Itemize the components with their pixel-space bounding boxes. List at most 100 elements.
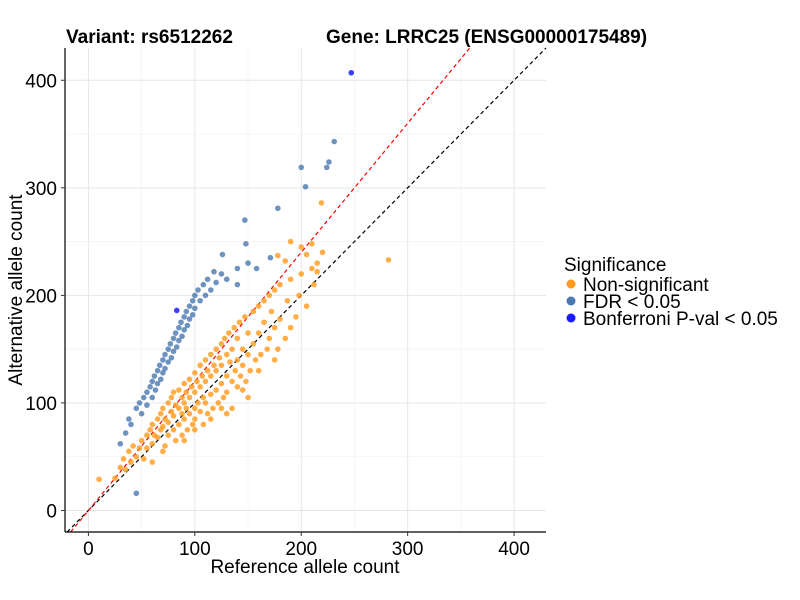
grid (65, 48, 546, 532)
data-point (250, 308, 257, 315)
data-point (267, 254, 274, 261)
data-point (183, 405, 190, 412)
data-point (309, 265, 315, 272)
data-point (323, 164, 330, 171)
data-point (176, 324, 182, 331)
data-point (149, 394, 156, 401)
data-point (165, 346, 172, 352)
data-point (179, 432, 185, 439)
reference-line-identity (66, 47, 547, 533)
legend-label-bonferroni: Bonferroni P-val < 0.05 (583, 309, 778, 330)
data-point (326, 159, 332, 165)
data-point (250, 340, 257, 347)
data-point (192, 416, 198, 422)
data-point (202, 400, 209, 406)
data-point (275, 205, 281, 212)
data-point (186, 376, 193, 383)
data-point (309, 240, 315, 247)
data-point (197, 362, 203, 369)
data-point (138, 437, 145, 444)
data-point (213, 387, 219, 393)
data-point (188, 384, 195, 390)
legend-label-non-significant: Non-significant (583, 275, 709, 296)
data-point (117, 441, 124, 447)
data-point (181, 314, 187, 320)
data-point (154, 367, 161, 374)
data-point (147, 427, 153, 433)
data-point (268, 308, 275, 315)
data-point (218, 380, 225, 387)
data-point (126, 416, 132, 422)
data-point (234, 384, 241, 390)
data-point (199, 373, 206, 379)
data-point (311, 281, 317, 288)
data-point (282, 258, 289, 264)
data-point (126, 448, 132, 455)
data-point (149, 378, 156, 385)
data-point (261, 319, 267, 326)
data-point (202, 378, 209, 385)
data-point (181, 326, 187, 333)
data-point (197, 384, 203, 390)
data-point (204, 367, 211, 374)
data-point (192, 427, 198, 433)
legend-dot-bonferroni (566, 313, 576, 323)
data-point (160, 405, 166, 412)
data-point (149, 441, 156, 447)
data-point (168, 408, 175, 415)
data-point (183, 308, 190, 315)
data-point (277, 316, 283, 322)
data-point (218, 271, 225, 277)
data-point (128, 459, 134, 465)
data-point (170, 389, 177, 395)
reference-lines (66, 47, 547, 533)
data-point (130, 443, 136, 449)
data-point (162, 351, 168, 358)
data-point (264, 346, 270, 352)
data-point (239, 362, 246, 369)
data-point (181, 416, 187, 422)
data-point (211, 268, 217, 275)
data-point (318, 200, 325, 206)
data-point (181, 380, 187, 387)
data-point (181, 437, 187, 444)
data-point (296, 292, 302, 299)
data-point (160, 357, 166, 363)
data-point (144, 445, 150, 451)
data-point (160, 448, 166, 455)
data-point (154, 416, 161, 422)
data-point (160, 370, 166, 376)
data-point (232, 367, 239, 374)
data-point (170, 335, 177, 342)
y-tick-label: 100 (25, 394, 57, 415)
data-point (239, 346, 246, 352)
data-point (138, 410, 145, 417)
data-point (218, 340, 225, 347)
data-point (122, 466, 129, 473)
y-tick-label: 300 (25, 179, 57, 200)
data-point (147, 384, 153, 390)
data-point (176, 405, 182, 412)
data-point (189, 421, 196, 428)
data-point (170, 413, 177, 419)
data-point (234, 265, 241, 272)
data-point (149, 459, 156, 465)
data-point (303, 251, 310, 258)
data-point (234, 281, 241, 288)
title-variant: Variant: rs6512262 (66, 27, 233, 48)
data-point (293, 314, 299, 320)
data-point (207, 287, 214, 293)
data-point (266, 335, 273, 342)
data-point (207, 351, 214, 358)
data-point (207, 373, 214, 379)
legend-title: Significance (564, 255, 666, 276)
data-point (152, 387, 159, 393)
data-point (184, 322, 191, 329)
data-point (245, 394, 251, 401)
data-point (172, 330, 179, 336)
data-point (200, 281, 207, 288)
data-point (298, 164, 305, 171)
data-point (275, 252, 281, 259)
data-point (186, 303, 193, 309)
